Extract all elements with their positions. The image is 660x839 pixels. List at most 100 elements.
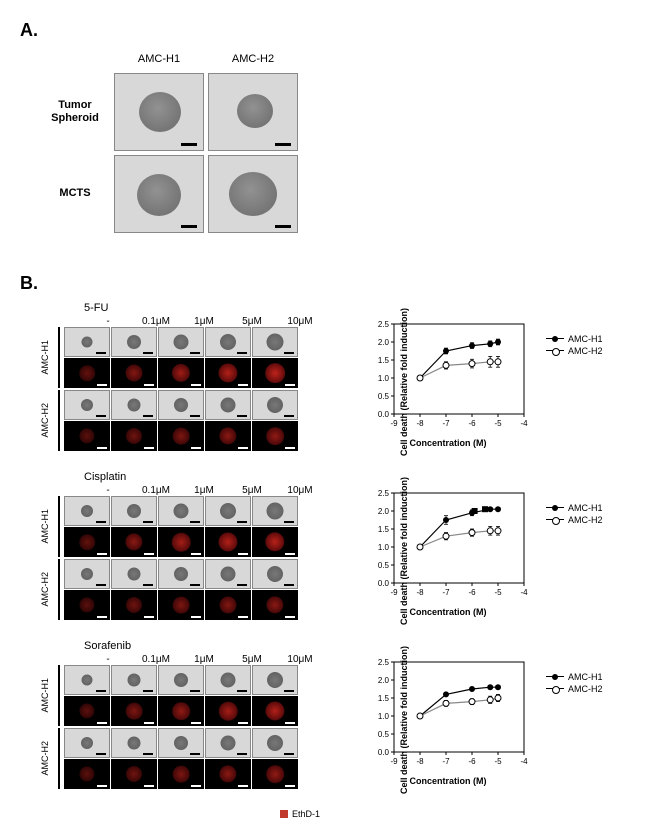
svg-text:2.0: 2.0 (378, 338, 390, 347)
cell-line-label: AMC-H2 (40, 572, 54, 607)
cell-line-label: AMC-H1 (40, 509, 54, 544)
fluorescence-image (111, 527, 157, 557)
fluorescence-image (111, 358, 157, 388)
panel-a: AMC-H1 AMC-H2 TumorSpheroid MCTS (40, 49, 640, 233)
brightfield-image (64, 559, 110, 589)
brightfield-image (205, 327, 251, 357)
legend-label: AMC-H1 (568, 672, 603, 682)
brightfield-image (64, 327, 110, 357)
brightfield-image (205, 728, 251, 758)
svg-text:-6: -6 (468, 588, 476, 597)
fluorescence-image (205, 590, 251, 620)
fluorescence-image (158, 527, 204, 557)
svg-text:-4: -4 (520, 419, 528, 428)
chart-column: Cell death (Relative fold induction) 0.0… (358, 654, 618, 791)
svg-text:-7: -7 (442, 757, 450, 766)
micrograph (208, 155, 298, 233)
panel-a-col-0: AMC-H1 (114, 53, 204, 65)
drug-name: Cisplatin (84, 471, 340, 483)
fluorescence-image (158, 421, 204, 451)
cell-line-label: AMC-H2 (40, 741, 54, 776)
fluorescence-image (205, 759, 251, 789)
drug-block: 5-FU-0.1μM1μM5μM10μMAMC-H1AMC-H2 Cell de… (40, 302, 640, 453)
fluorescence-image (64, 759, 110, 789)
svg-text:2.0: 2.0 (378, 507, 390, 516)
concentration-header: -0.1μM1μM5μM10μM (84, 654, 340, 665)
y-axis-label: Cell death (Relative fold induction) (399, 477, 409, 625)
fluorescence-image (64, 527, 110, 557)
brightfield-image (158, 327, 204, 357)
fluorescence-image (158, 759, 204, 789)
svg-text:-6: -6 (468, 757, 476, 766)
fluorescence-image (64, 696, 110, 726)
svg-text:0.0: 0.0 (378, 579, 390, 588)
brightfield-image (158, 390, 204, 420)
svg-text:1.5: 1.5 (378, 525, 390, 534)
svg-text:-9: -9 (390, 588, 398, 597)
ethd-label: EthD-1 (292, 809, 320, 819)
brightfield-image (64, 390, 110, 420)
legend-label: AMC-H1 (568, 503, 603, 513)
fluorescence-image (205, 696, 251, 726)
dose-response-chart: Cell death (Relative fold induction) 0.0… (358, 485, 618, 617)
fluorescence-image (252, 421, 298, 451)
cell-line-block: AMC-H2 (40, 728, 340, 789)
svg-text:1.5: 1.5 (378, 356, 390, 365)
cell-line-block: AMC-H1 (40, 327, 340, 388)
legend-label: AMC-H2 (568, 346, 603, 356)
brightfield-image (205, 496, 251, 526)
brightfield-image (252, 559, 298, 589)
brightfield-image (252, 327, 298, 357)
concentration-header: -0.1μM1μM5μM10μM (84, 316, 340, 327)
svg-text:-6: -6 (468, 419, 476, 428)
svg-text:2.5: 2.5 (378, 489, 390, 498)
svg-text:0.5: 0.5 (378, 561, 390, 570)
brightfield-image (64, 496, 110, 526)
svg-text:2.5: 2.5 (378, 320, 390, 329)
chart-column: Cell death (Relative fold induction) 0.0… (358, 485, 618, 622)
conc-label: 5μM (228, 316, 276, 327)
ethd-legend: EthD-1 (280, 809, 640, 819)
brightfield-image (205, 559, 251, 589)
panel-b: 5-FU-0.1μM1μM5μM10μMAMC-H1AMC-H2 Cell de… (40, 302, 640, 819)
brightfield-image (158, 728, 204, 758)
fluorescence-image (64, 358, 110, 388)
concentration-header: -0.1μM1μM5μM10μM (84, 485, 340, 496)
micrograph (114, 155, 204, 233)
svg-text:-8: -8 (416, 757, 424, 766)
cell-line-block: AMC-H1 (40, 496, 340, 557)
brightfield-image (158, 496, 204, 526)
svg-text:-5: -5 (494, 419, 502, 428)
brightfield-image (111, 559, 157, 589)
fluorescence-image (158, 696, 204, 726)
svg-text:-4: -4 (520, 757, 528, 766)
brightfield-image (252, 390, 298, 420)
fluorescence-image (111, 759, 157, 789)
images-column: 5-FU-0.1μM1μM5μM10μMAMC-H1AMC-H2 (40, 302, 340, 453)
x-axis-label: Concentration (M) (358, 607, 538, 617)
cell-line-label: AMC-H1 (40, 678, 54, 713)
fluorescence-image (205, 527, 251, 557)
y-axis-label: Cell death (Relative fold induction) (399, 308, 409, 456)
drug-block: Cisplatin -0.1μM1μM5μM10μM AMC-H1 AMC-H2 Ce… (40, 471, 640, 622)
legend-item: AMC-H2 (546, 515, 603, 525)
svg-text:1.0: 1.0 (378, 374, 390, 383)
fluorescence-image (205, 421, 251, 451)
legend-item: AMC-H2 (546, 346, 603, 356)
svg-text:1.0: 1.0 (378, 543, 390, 552)
brightfield-image (111, 327, 157, 357)
fluorescence-image (158, 358, 204, 388)
conc-label: - (84, 654, 132, 665)
brightfield-image (252, 728, 298, 758)
conc-label: 10μM (276, 485, 324, 496)
legend-label: AMC-H1 (568, 334, 603, 344)
cell-line-block: AMC-H1 (40, 665, 340, 726)
svg-text:1.0: 1.0 (378, 712, 390, 721)
fluorescence-image (111, 421, 157, 451)
brightfield-image (252, 665, 298, 695)
fluorescence-image (111, 590, 157, 620)
svg-text:-5: -5 (494, 588, 502, 597)
brightfield-image (111, 390, 157, 420)
drug-block: Sorafenib-0.1μM1μM5μM10μMAMC-H1AMC-H2 Ce… (40, 640, 640, 791)
micrograph (208, 73, 298, 151)
